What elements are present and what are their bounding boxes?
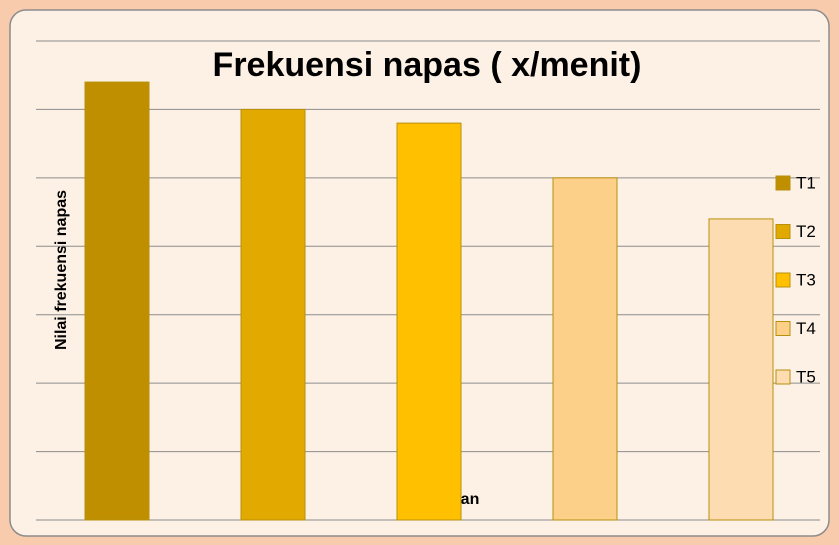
legend-label: T4 — [796, 319, 816, 338]
bar — [240, 108, 306, 521]
y-axis-label: Nilai frekuensi napas — [53, 190, 70, 350]
legend-label: T2 — [796, 222, 816, 241]
legend-swatch — [775, 272, 791, 288]
chart-title: Frekuensi napas ( x/menit) — [213, 46, 642, 84]
legend-swatch — [775, 224, 791, 239]
legend-label: T3 — [796, 270, 816, 289]
bar — [396, 122, 462, 521]
legend-swatch — [775, 175, 791, 191]
legend-label: T1 — [796, 173, 816, 192]
legend-swatch — [775, 369, 791, 385]
bar — [552, 177, 618, 521]
bar — [84, 81, 150, 521]
legend-label: T5 — [796, 367, 816, 386]
bar — [708, 218, 774, 521]
legend-swatch — [775, 321, 791, 336]
